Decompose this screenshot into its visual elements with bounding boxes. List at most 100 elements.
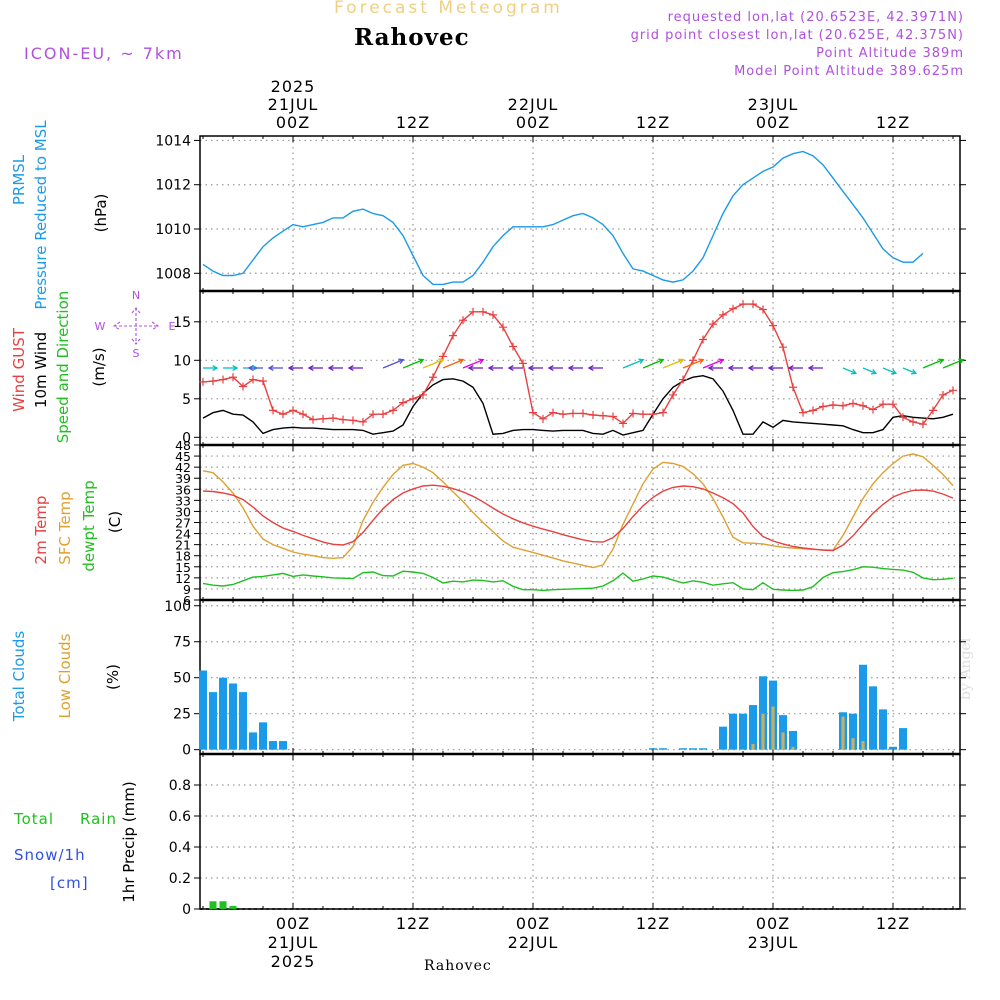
wind-gust-marker	[269, 406, 277, 415]
pressure-label: PRMSL	[10, 154, 28, 205]
total-cloud-bar	[649, 748, 657, 750]
wind-gust-marker	[589, 410, 597, 419]
wind-gust-marker	[229, 373, 237, 382]
wind-direction-arrow	[402, 358, 425, 369]
wind-gust-marker	[609, 412, 617, 421]
total-cloud-bar	[859, 664, 867, 750]
bottom-time-label: 12Z	[636, 914, 670, 933]
bottom-date-label: 22JUL	[508, 933, 559, 952]
total-cloud-bar	[719, 726, 727, 750]
wind-direction-arrow	[467, 365, 483, 371]
pressure-unit: (hPa)	[92, 194, 110, 233]
precip-snow-label: Snow/1h	[14, 846, 86, 864]
total-cloud-bar	[199, 670, 207, 750]
wind-gust-marker	[719, 310, 727, 319]
wind-gust-marker	[849, 399, 857, 408]
wind-gust-marker	[279, 410, 287, 419]
wind-gust-marker	[759, 305, 767, 314]
total-cloud-bar	[879, 709, 887, 750]
total-cloud-bar	[689, 748, 697, 750]
wind-label: 10m Wind	[32, 332, 50, 408]
wind-gust-marker	[259, 377, 267, 386]
wind-gust-marker	[629, 409, 637, 418]
wind-gust-marker	[739, 300, 747, 309]
wind-gust-marker	[519, 359, 527, 368]
wind-gust-marker	[379, 410, 387, 419]
wind-gust-marker	[799, 408, 807, 417]
wind-gust-marker	[489, 310, 497, 319]
wind-gust-marker	[779, 343, 787, 352]
precip-snow-unit: [cm]	[50, 874, 89, 892]
wind-direction-arrow	[307, 365, 323, 371]
wind-gust-marker	[339, 415, 347, 424]
top-year-label: 2025	[271, 77, 316, 96]
point-altitude: Point Altitude 389m	[816, 46, 964, 61]
total-cloud-bar	[219, 677, 227, 750]
wind-direction-arrow	[487, 365, 503, 371]
y-tick-label: 42	[175, 460, 191, 475]
wind-direction-arrow	[882, 367, 898, 375]
y-tick-label: 6	[183, 593, 191, 608]
wind-gust-marker	[649, 410, 657, 419]
compass-north: N	[132, 289, 140, 302]
wind-gust-marker	[729, 304, 737, 313]
low-cloud-bar	[791, 746, 795, 750]
wind-gust-marker	[349, 416, 357, 425]
wind-direction-arrow	[547, 365, 563, 371]
bottom-date-label: 21JUL	[268, 933, 319, 952]
bottom-time-label: 00Z	[276, 914, 310, 933]
requested-coords: requested lon,lat (20.6523E, 42.3971N)	[667, 10, 964, 25]
wind-gust-marker	[289, 406, 297, 415]
wind-direction-arrow	[567, 365, 583, 371]
low-cloud-bar	[781, 732, 785, 750]
wind-gust-marker	[929, 406, 937, 415]
wind-direction-arrow	[247, 365, 263, 371]
y-tick-label: 12	[175, 571, 191, 586]
top-date-label: 21JUL	[268, 95, 319, 114]
low-cloud-bar	[761, 713, 765, 750]
precip-axis-label: 1hr Precip (mm)	[120, 781, 138, 902]
wind-gust-marker	[839, 401, 847, 410]
compass-east: E	[169, 320, 176, 333]
y-tick-label: 27	[175, 516, 191, 531]
temperature-unit: (C)	[106, 511, 124, 533]
top-time-label: 00Z	[516, 113, 550, 132]
wind-direction-arrow	[382, 358, 405, 369]
top-date-label: 23JUL	[748, 95, 799, 114]
wind-direction-arrow	[807, 365, 823, 371]
wind-direction-arrow	[587, 365, 603, 371]
compass-south: S	[133, 347, 140, 360]
wind-direction-arrow	[642, 358, 665, 369]
wind-gust-marker	[599, 411, 607, 420]
rain-bar	[229, 905, 237, 909]
y-tick-label: 48	[175, 438, 191, 453]
wind-gust-marker	[709, 320, 717, 329]
wind-direction-arrow	[287, 365, 303, 371]
clouds-unit: (%)	[104, 664, 122, 690]
wind-gust-marker	[409, 394, 417, 403]
wind-gust-marker	[469, 307, 477, 316]
wind-gust-marker	[789, 383, 797, 392]
wind-gust-marker	[699, 335, 707, 344]
top-time-label: 12Z	[876, 113, 910, 132]
total-cloud-bar	[749, 705, 757, 750]
wind-gust-marker	[219, 375, 227, 384]
total-cloud-bar	[209, 692, 217, 750]
model-point-altitude: Model Point Altitude 389.625m	[734, 64, 964, 79]
wind-gust-label: Wind GUST	[10, 327, 28, 412]
total-cloud-bar	[739, 713, 747, 750]
2m-temp-label: 2m Temp	[32, 496, 50, 565]
bottom-time-label: 12Z	[396, 914, 430, 933]
wind-gust-marker	[549, 408, 557, 417]
wind-gust-marker	[249, 375, 257, 384]
wind-direction-arrow	[507, 365, 523, 371]
wind-gust-marker	[419, 390, 427, 399]
y-tick-label: 0	[182, 743, 191, 759]
total-cloud-bar	[269, 741, 277, 750]
total-cloud-bar	[899, 728, 907, 750]
y-tick-label: 100	[164, 599, 191, 615]
wind-gust-marker	[199, 377, 207, 386]
wind-gust-marker	[859, 401, 867, 410]
y-tick-label: 5	[182, 392, 191, 408]
